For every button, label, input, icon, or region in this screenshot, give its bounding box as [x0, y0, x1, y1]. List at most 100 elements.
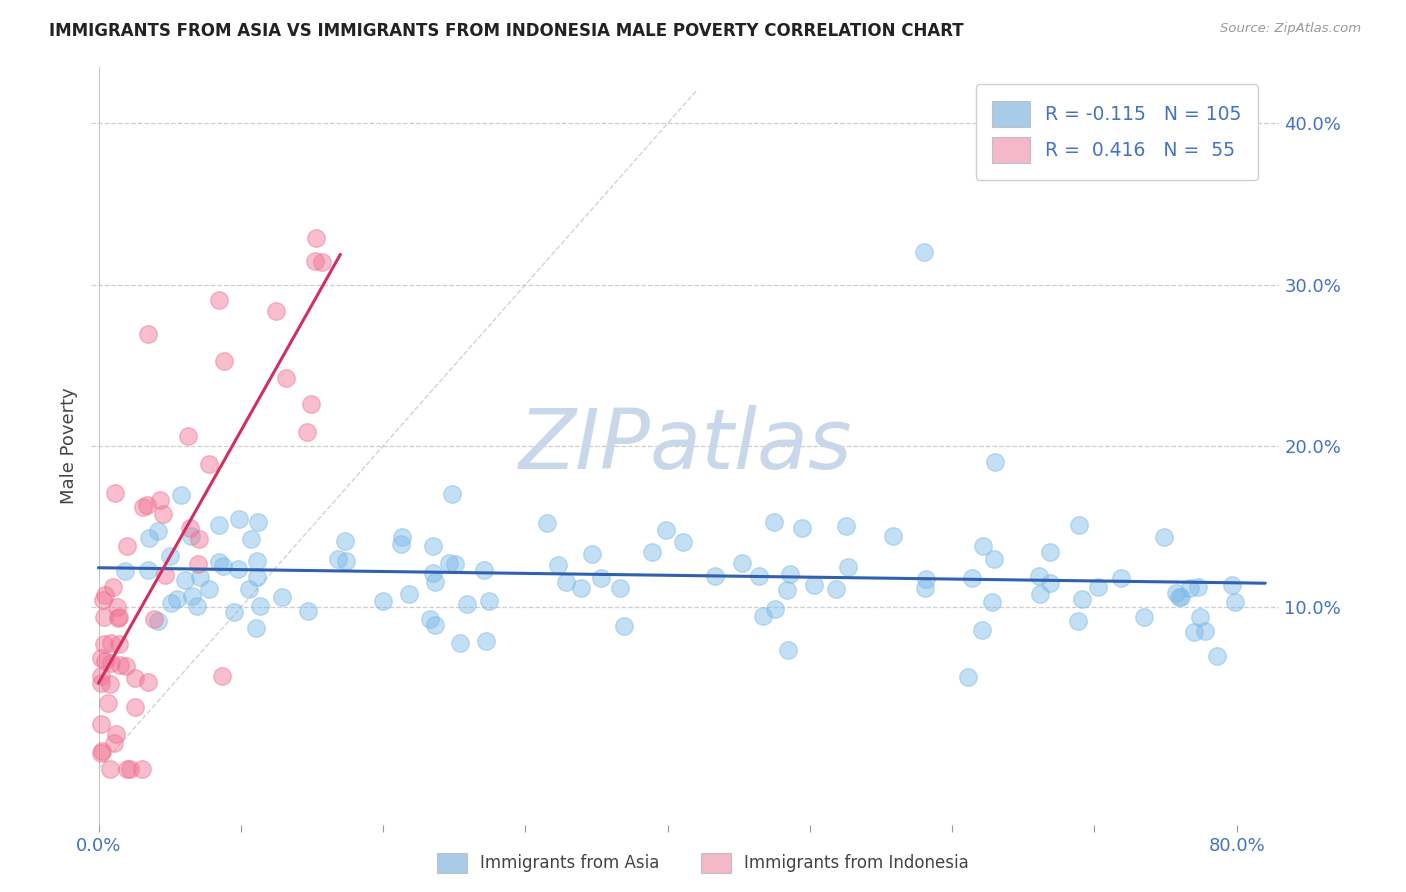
- Point: [93, 609, 115, 624]
- Point: [478, 594, 501, 608]
- Point: [166, 592, 188, 607]
- Point: [159, 549, 181, 563]
- Point: [94, 588, 117, 602]
- Point: [271, 591, 294, 605]
- Point: [104, 727, 127, 741]
- Point: [90, 744, 112, 758]
- Point: [212, 354, 235, 368]
- Point: [90, 746, 112, 760]
- Point: [304, 253, 326, 268]
- Point: [173, 573, 195, 587]
- Point: [834, 519, 856, 533]
- Point: [1170, 591, 1192, 605]
- Point: [146, 524, 169, 538]
- Point: [245, 621, 267, 635]
- Point: [108, 658, 131, 673]
- Point: [240, 533, 263, 547]
- Point: [107, 611, 129, 625]
- Point: [93, 637, 115, 651]
- Point: [1087, 580, 1109, 594]
- Point: [326, 551, 349, 566]
- Point: [187, 557, 209, 571]
- Point: [391, 530, 413, 544]
- Point: [912, 245, 935, 260]
- Point: [132, 500, 155, 514]
- Point: [972, 539, 994, 553]
- Point: [983, 552, 1005, 566]
- Point: [179, 520, 201, 534]
- Point: [1028, 569, 1050, 583]
- Point: [752, 609, 775, 624]
- Point: [98, 677, 121, 691]
- Point: [425, 575, 447, 590]
- Point: [956, 670, 979, 684]
- Point: [115, 659, 138, 673]
- Point: [1167, 590, 1189, 604]
- Point: [305, 231, 328, 245]
- Point: [1153, 530, 1175, 544]
- Point: [90, 716, 112, 731]
- Text: IMMIGRANTS FROM ASIA VS IMMIGRANTS FROM INDONESIA MALE POVERTY CORRELATION CHART: IMMIGRANTS FROM ASIA VS IMMIGRANTS FROM …: [49, 22, 965, 40]
- Legend: R = -0.115   N = 105, R =  0.416   N =  55: R = -0.115 N = 105, R = 0.416 N = 55: [976, 84, 1258, 180]
- Point: [373, 594, 395, 608]
- Point: [108, 610, 131, 624]
- Point: [763, 515, 786, 529]
- Point: [591, 571, 613, 585]
- Point: [779, 567, 801, 582]
- Point: [100, 636, 122, 650]
- Point: [443, 558, 465, 572]
- Point: [115, 762, 138, 776]
- Point: [914, 582, 936, 596]
- Text: ZIPatlas: ZIPatlas: [519, 406, 852, 486]
- Point: [124, 700, 146, 714]
- Point: [1070, 591, 1092, 606]
- Point: [246, 515, 269, 529]
- Point: [238, 582, 260, 596]
- Point: [115, 539, 138, 553]
- Point: [104, 485, 127, 500]
- Point: [792, 521, 814, 535]
- Point: [475, 634, 498, 648]
- Point: [776, 583, 799, 598]
- Point: [655, 523, 678, 537]
- Point: [138, 326, 160, 341]
- Point: [422, 566, 444, 580]
- Point: [536, 516, 558, 530]
- Point: [423, 618, 446, 632]
- Point: [90, 669, 112, 683]
- Point: [1205, 649, 1227, 664]
- Point: [224, 606, 246, 620]
- Point: [208, 293, 231, 307]
- Point: [1188, 610, 1211, 624]
- Point: [1028, 587, 1050, 601]
- Point: [90, 676, 112, 690]
- Point: [980, 595, 1002, 609]
- Point: [152, 507, 174, 521]
- Legend: Immigrants from Asia, Immigrants from Indonesia: Immigrants from Asia, Immigrants from In…: [430, 847, 976, 880]
- Point: [198, 457, 221, 471]
- Point: [1133, 610, 1156, 624]
- Point: [94, 654, 117, 668]
- Point: [297, 604, 319, 618]
- Point: [114, 564, 136, 578]
- Point: [1194, 624, 1216, 638]
- Point: [333, 533, 356, 548]
- Point: [1067, 614, 1090, 628]
- Point: [149, 493, 172, 508]
- Point: [1039, 545, 1062, 559]
- Point: [136, 674, 159, 689]
- Point: [197, 582, 219, 597]
- Point: [101, 580, 124, 594]
- Point: [295, 425, 318, 439]
- Point: [160, 596, 183, 610]
- Point: [960, 571, 983, 585]
- Point: [449, 636, 471, 650]
- Point: [105, 600, 128, 615]
- Point: [1067, 517, 1090, 532]
- Point: [264, 304, 287, 318]
- Point: [120, 762, 142, 776]
- Point: [153, 567, 176, 582]
- Point: [186, 599, 208, 614]
- Point: [1187, 580, 1209, 594]
- Point: [124, 671, 146, 685]
